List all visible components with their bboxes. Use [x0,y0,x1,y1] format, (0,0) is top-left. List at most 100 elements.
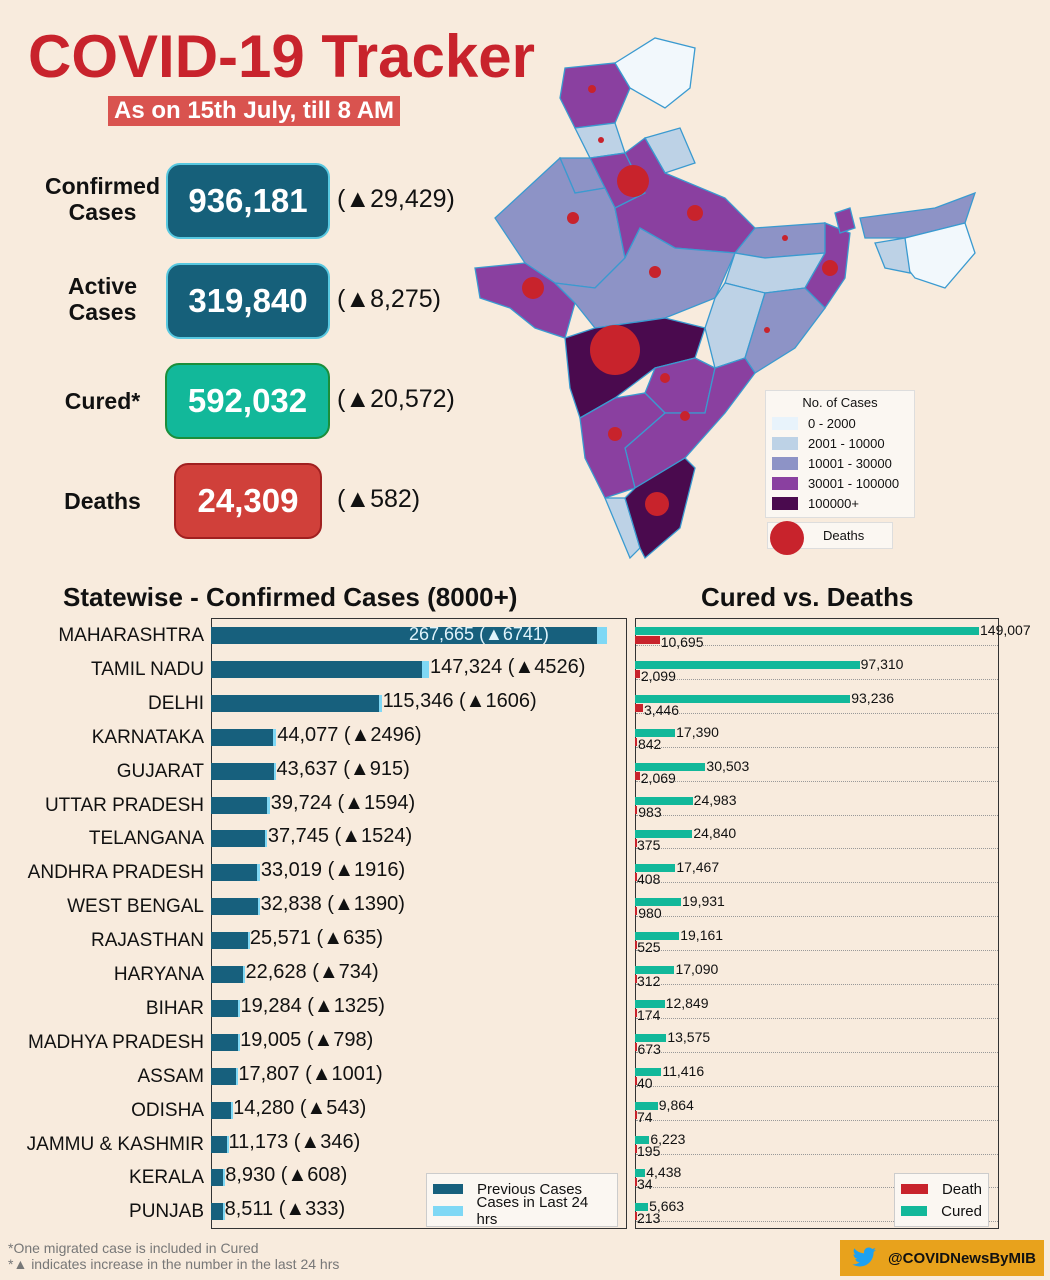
bar-cured [635,627,979,635]
bar-last-24-hrs [274,762,277,780]
bar-previous-cases [211,932,248,950]
cured-value-label: 12,849 [665,994,709,1011]
death-value-label: 525 [637,939,661,956]
stat-label-line: Cured* [64,388,141,414]
cured-value-label: 13,575 [667,1028,711,1045]
stat-label-line: Deaths [64,488,141,514]
death-value-label: 408 [637,871,661,888]
state-label: ANDHRA PRADESH [27,862,204,884]
bar-cured [635,1135,650,1144]
cured-value-label: 4,438 [646,1164,682,1181]
grid-line [636,916,998,918]
death-value-label: 195 [637,1142,661,1159]
state-label: RAJASTHAN [91,930,204,952]
map-legend-row: 30001 - 100000 [772,473,908,493]
death-bubble-gujarat [522,277,544,299]
grid-line [636,712,998,714]
deaths-legend-label: Deaths [823,528,865,543]
bar-previous-cases [211,830,265,848]
bar-cured [635,999,665,1008]
stat-label-1: Active Cases [30,273,175,325]
legend-label-cured: Cured [941,1202,982,1220]
bar-value-label: 22,628 (▲734) [245,961,379,983]
map-legend-title: No. of Cases [802,395,878,410]
cured-value-label: 24,983 [693,791,737,808]
cured-value-label: 149,007 [980,622,1031,638]
legend-swatch-cured [901,1206,928,1216]
bar-value-label: 37,745 (▲1524) [267,825,413,848]
state-label: KARNATAKA [91,726,204,748]
death-value-label: 10,695 [660,634,704,650]
bar-cured [635,1067,662,1076]
stat-delta-1: (▲8,275) [337,285,441,313]
death-value-label: 174 [637,1006,661,1023]
state-label: HARYANA [113,964,204,985]
bar-cured [635,966,675,974]
death-bubble-up [687,205,703,221]
statewise-plot-frame [211,618,627,1229]
bar-previous-cases [211,999,238,1017]
death-bubble-hp [598,137,604,143]
bar-death [635,669,640,678]
map-legend-label: 2001 - 10000 [808,435,885,451]
handle-text: @COVIDNewsByMIB [888,1249,1036,1267]
death-bubble-ap [680,411,690,421]
bar-value-label: 19,284 (▲1325) [240,994,385,1017]
bar-death [635,1110,637,1119]
bar-last-24-hrs [597,627,607,644]
map-legend-swatch [772,436,798,450]
bar-last-24-hrs [267,796,270,814]
bar-previous-cases [211,1101,232,1119]
bar-value-label: 115,346 (▲1606) [382,689,537,712]
cured-value-label: 9,864 [658,1096,694,1113]
map-legend-row: 0 - 2000 [772,413,908,433]
grid-line [636,1187,998,1189]
bar-death [635,805,638,814]
map-region-karnataka [579,392,666,499]
death-value-label: 983 [638,803,662,820]
bar-cured [635,864,676,873]
grid-line [636,882,998,884]
bar-cured [635,660,860,669]
cured-value-label: 24,840 [693,825,737,842]
death-value-label: 673 [637,1040,661,1057]
state-label: MAHARASHTRA [58,625,204,646]
cured-deaths-chart-title: Cured vs. Deaths [701,582,914,612]
stat-delta-2: (▲20,572) [337,385,455,413]
bar-previous-cases [211,694,380,712]
grid-line [636,780,998,782]
india-map [465,28,1025,588]
bar-cured [635,1203,649,1212]
death-bubble-tn [645,492,669,516]
state-label: KERALA [129,1167,204,1189]
death-bubble-jk [588,85,596,93]
bar-cured [635,762,706,771]
twitter-handle[interactable]: @COVIDNewsByMIB [840,1240,1044,1276]
grid-line [636,848,998,850]
stat-label-line: Confirmed [45,173,160,199]
bar-cured [635,830,693,839]
bar-previous-cases [211,864,258,882]
bar-last-24-hrs [223,1203,226,1221]
bar-last-24-hrs [223,1169,226,1187]
cured-value-label: 11,416 [662,1062,705,1079]
death-value-label: 842 [637,735,662,752]
map-legend-row: 100000+ [772,493,908,513]
bar-previous-cases [211,1033,238,1051]
state-label: TELANGANA [88,828,204,850]
map-legend-swatch [772,456,798,470]
cured-value-label: 93,236 [851,689,895,706]
bar-previous-cases [211,627,598,644]
death-bubble-mp [649,266,661,278]
bar-last-24-hrs [247,932,250,950]
cured-value-label: 19,161 [680,927,724,944]
bar-value-label: 14,280 (▲543) [233,1096,367,1119]
bar-death [635,873,637,882]
map-legend-row: 10001 - 30000 [772,453,908,473]
death-bubble-delhi [617,165,649,197]
state-label: JAMMU & KASHMIR [26,1133,204,1155]
state-label: BIHAR [145,997,204,1019]
grid-line [636,950,998,952]
bar-last-24-hrs [422,660,429,678]
page-title: COVID-19 Tracker [28,23,535,90]
